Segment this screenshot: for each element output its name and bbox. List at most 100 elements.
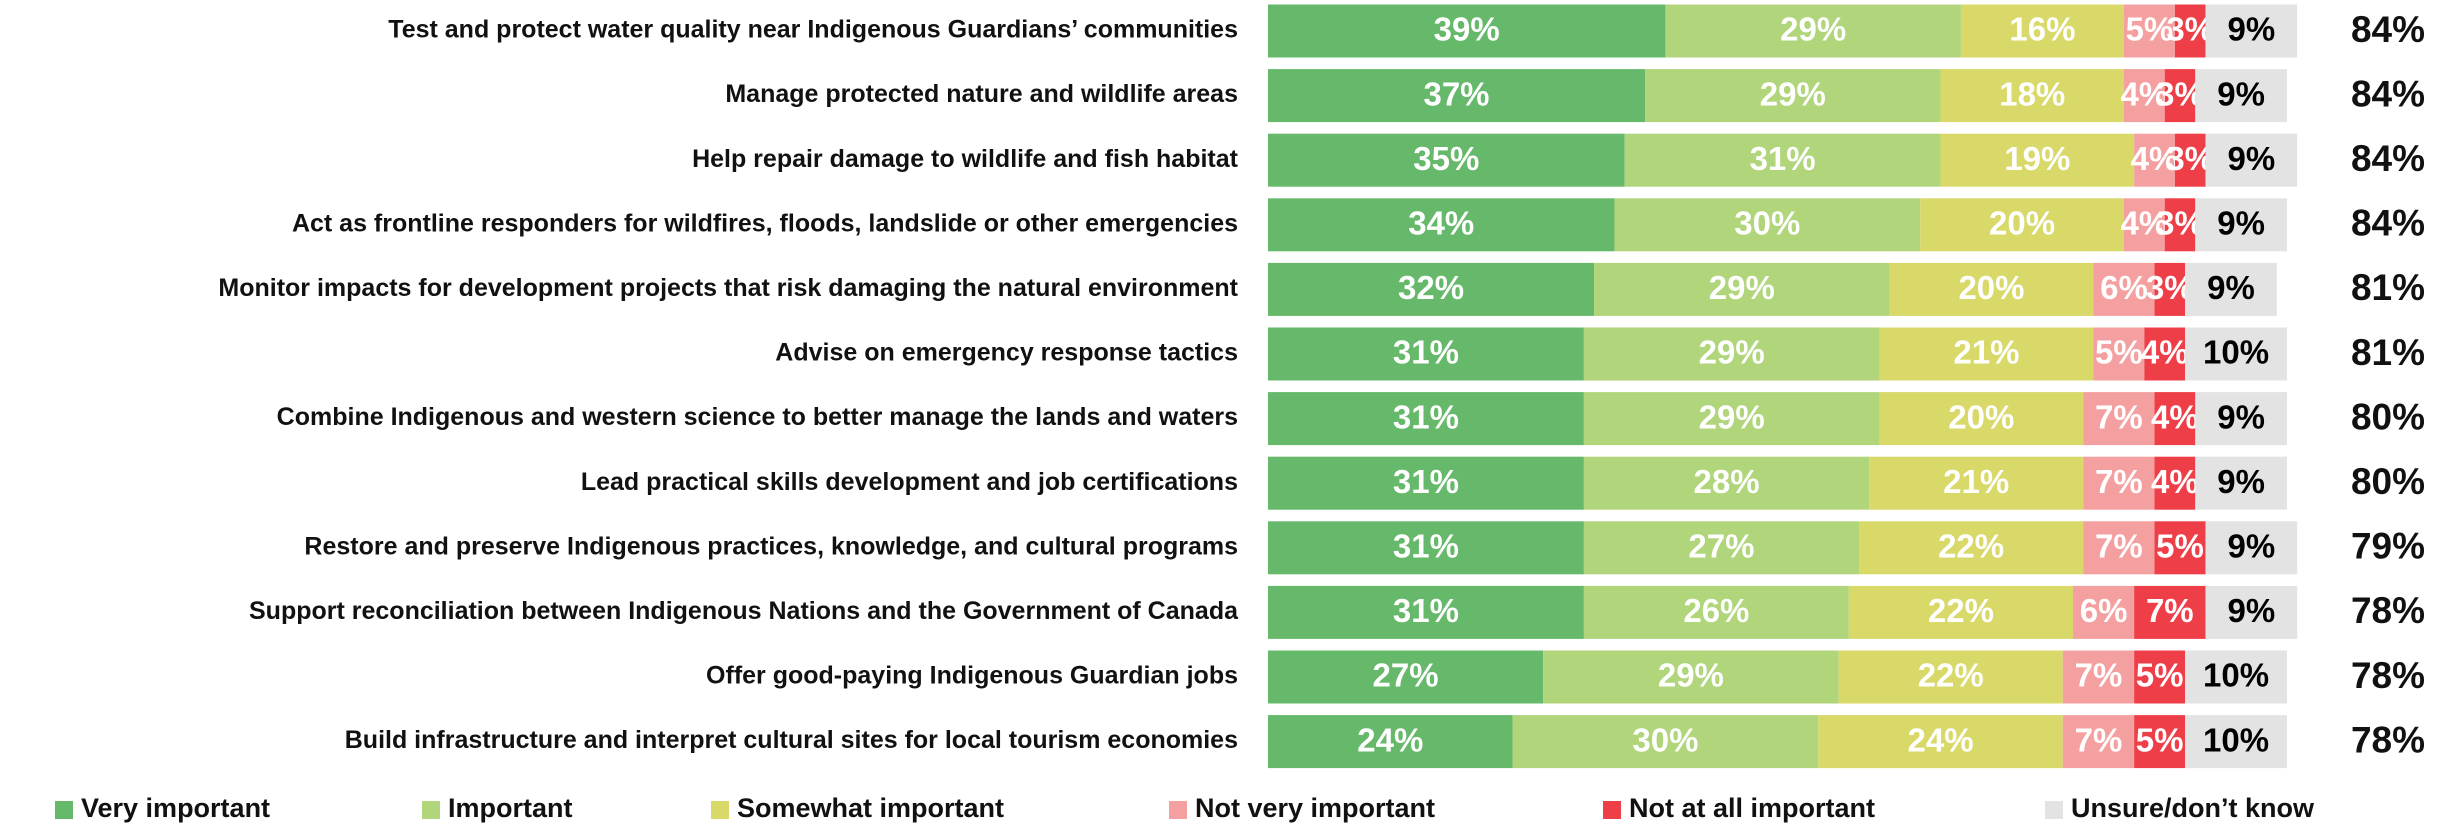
bar-segment	[1645, 69, 1941, 123]
bar-segment	[1614, 198, 1921, 252]
bar-segment	[2093, 327, 2145, 381]
bar-segment	[1268, 4, 1666, 58]
total-label: 80%	[2351, 396, 2425, 437]
legend-label: Very important	[81, 793, 270, 823]
bar-segment	[1583, 521, 1860, 575]
bar-segment	[2134, 133, 2175, 187]
data-label: 39%	[1434, 11, 1500, 48]
bar-segment	[1624, 133, 1941, 187]
data-label: 4%	[2141, 334, 2189, 371]
data-label: 9%	[2227, 140, 2275, 177]
data-label: 10%	[2203, 334, 2269, 371]
data-label: 37%	[1423, 75, 1489, 112]
bar-segment	[2164, 69, 2196, 123]
bar-segment	[1879, 392, 2084, 446]
bar-segment	[2154, 262, 2186, 316]
data-label: 30%	[1632, 721, 1698, 758]
data-label: 7%	[2075, 657, 2123, 694]
total-label: 79%	[2351, 526, 2425, 567]
legend-swatch	[2045, 801, 2063, 819]
legend-swatch	[1603, 801, 1621, 819]
total-label: 81%	[2351, 332, 2425, 373]
bar-segment	[1859, 521, 2084, 575]
data-label: 21%	[1943, 463, 2009, 500]
legend-swatch	[711, 801, 729, 819]
bar-segment	[2195, 392, 2287, 446]
data-label: 26%	[1683, 592, 1749, 629]
data-label: 31%	[1393, 528, 1459, 565]
bar-segment	[1268, 262, 1595, 316]
data-label: 5%	[2136, 721, 2184, 758]
bar-segment	[2185, 715, 2287, 769]
bar-segment	[1940, 133, 2135, 187]
data-label: 9%	[2207, 269, 2255, 306]
bar-segment	[2083, 521, 2155, 575]
bar-segment	[1268, 715, 1513, 769]
data-label: 19%	[2004, 140, 2070, 177]
data-label: 10%	[2203, 721, 2269, 758]
bar-segment	[1268, 133, 1625, 187]
data-label: 20%	[1958, 269, 2024, 306]
bar-segment	[1268, 69, 1646, 123]
data-label: 29%	[1699, 334, 1765, 371]
bar-segment	[2205, 4, 2298, 58]
bar-segment	[1512, 715, 1819, 769]
data-label: 9%	[2227, 592, 2275, 629]
bar-segment	[2134, 715, 2186, 769]
bar-segment	[2185, 650, 2287, 704]
category-label: Lead practical skills development and jo…	[581, 468, 1238, 496]
data-label: 35%	[1413, 140, 1479, 177]
legend-label: Not at all important	[1629, 793, 1875, 823]
data-label: 4%	[2151, 463, 2199, 500]
category-label: Support reconciliation between Indigenou…	[249, 597, 1239, 625]
bar-segment	[2083, 392, 2155, 446]
legend-label: Important	[448, 793, 573, 823]
total-label: 84%	[2351, 203, 2425, 244]
data-label: 7%	[2095, 398, 2143, 435]
bar-segment	[2134, 585, 2206, 639]
legend-label: Unsure/don’t know	[2071, 793, 2315, 823]
bar-segment	[1268, 327, 1584, 381]
bar-segment	[1889, 262, 2094, 316]
total-label: 84%	[2351, 138, 2425, 179]
category-label: Manage protected nature and wildlife are…	[725, 80, 1238, 108]
bar-segment	[2073, 585, 2135, 639]
bar-segment	[1879, 327, 2094, 381]
data-label: 9%	[2227, 11, 2275, 48]
bar-segment	[1268, 198, 1615, 252]
data-label: 31%	[1750, 140, 1816, 177]
data-label: 9%	[2217, 463, 2265, 500]
bar-segment	[2205, 521, 2298, 575]
legend-swatch	[55, 801, 73, 819]
data-label: 20%	[1989, 205, 2055, 242]
data-label: 27%	[1373, 657, 1439, 694]
data-label: 20%	[1948, 398, 2014, 435]
bar-segment	[2083, 456, 2155, 510]
category-label: Combine Indigenous and western science t…	[277, 403, 1238, 431]
bar-segment	[2205, 133, 2298, 187]
data-label: 4%	[2151, 398, 2199, 435]
bar-segment	[2195, 456, 2287, 510]
data-label: 4%	[2120, 75, 2168, 112]
data-label: 9%	[2227, 528, 2275, 565]
bar-segment	[1583, 585, 1849, 639]
bar-segment	[2205, 585, 2298, 639]
data-label: 4%	[2120, 205, 2168, 242]
bar-segment	[1940, 69, 2124, 123]
bar-segment	[1920, 198, 2124, 252]
data-label: 7%	[2075, 721, 2123, 758]
total-label: 81%	[2351, 267, 2425, 308]
total-label: 78%	[2351, 655, 2425, 696]
legend-swatch	[422, 801, 440, 819]
bar-segment	[2123, 198, 2165, 252]
data-label: 6%	[2080, 592, 2128, 629]
legend-swatch	[1169, 801, 1187, 819]
data-label: 5%	[2136, 657, 2184, 694]
bar-segment	[1583, 327, 1880, 381]
total-label: 78%	[2351, 719, 2425, 760]
data-label: 30%	[1734, 205, 1800, 242]
total-label: 84%	[2351, 73, 2425, 114]
data-label: 7%	[2095, 463, 2143, 500]
bar-segment	[2174, 4, 2206, 58]
data-label: 29%	[1760, 75, 1826, 112]
